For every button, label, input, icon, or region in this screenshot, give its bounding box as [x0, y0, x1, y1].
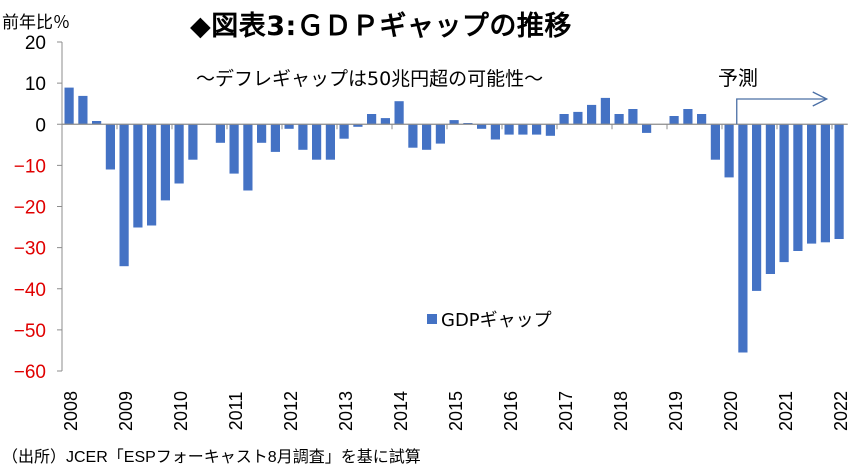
x-tick-label: 2018 — [611, 391, 631, 431]
legend-swatch — [427, 314, 437, 324]
bar-2008Q4 — [105, 124, 115, 170]
y-tick-label: −60 — [14, 362, 46, 383]
bar-2021Q3 — [807, 124, 817, 244]
x-tick-label: 2017 — [556, 391, 576, 431]
x-tick-label: 2019 — [666, 391, 686, 431]
bar-2021Q4 — [820, 124, 830, 243]
bars-group — [64, 87, 844, 353]
bar-2013Q4 — [380, 118, 390, 125]
bar-2020Q1 — [724, 124, 734, 178]
bar-2020Q4 — [765, 124, 775, 274]
bar-2008Q2 — [78, 95, 88, 125]
bar-2011Q3 — [257, 124, 267, 143]
forecast-arrow — [736, 91, 829, 125]
y-tick-label: 0 — [35, 115, 46, 136]
x-tick-label: 2016 — [501, 391, 521, 431]
source-note: （出所）JCER「ESPフォーキャスト8月調査」を基に試算 — [2, 449, 421, 466]
bar-2010Q1 — [174, 124, 184, 184]
bar-2015Q1 — [449, 120, 459, 125]
bar-2013Q3 — [367, 114, 377, 125]
x-tick-label: 2009 — [116, 391, 136, 431]
bar-2020Q3 — [752, 124, 762, 291]
y-ticks-group: 20 10 0 −10 −20 −30 −40 −50 −60 — [14, 33, 62, 383]
bar-2013Q1 — [339, 124, 349, 139]
x-tick-label: 2020 — [721, 391, 741, 431]
x-ticks-group: 2008 2009 2010 2011 2012 2013 2014 2015 2016 2017… — [61, 124, 851, 431]
bar-2008Q3 — [92, 121, 102, 125]
arrow-head-icon — [812, 91, 829, 107]
bar-2011Q1 — [229, 124, 239, 174]
y-tick-label: −50 — [14, 321, 46, 342]
y-tick-label: 20 — [25, 33, 46, 54]
bar-2017Q1 — [559, 114, 569, 125]
bar-2017Q3 — [587, 104, 597, 125]
bar-2015Q4 — [490, 124, 500, 140]
bar-2016Q2 — [518, 124, 528, 135]
bar-2012Q4 — [325, 124, 335, 160]
bar-2016Q1 — [504, 124, 514, 135]
bar-2015Q3 — [477, 124, 487, 129]
chart-title: ◆図表3:ＧＤＰギャップの推移 — [190, 11, 572, 42]
y-tick-label: −30 — [14, 239, 46, 260]
bar-2014Q3 — [422, 124, 432, 150]
bar-2020Q2 — [738, 124, 748, 353]
bar-2018Q3 — [642, 124, 652, 133]
x-tick-label: 2021 — [776, 391, 796, 431]
bar-2012Q1 — [284, 124, 294, 129]
bar-2021Q1 — [779, 124, 789, 263]
x-tick-label: 2008 — [61, 391, 81, 431]
bar-2009Q1 — [119, 124, 129, 267]
x-tick-label: 2015 — [446, 391, 466, 431]
legend-label: GDPギャップ — [441, 310, 552, 331]
bar-2008Q1 — [64, 87, 74, 125]
arrow-line — [736, 98, 827, 125]
bar-2009Q2 — [133, 124, 143, 228]
y-axis-label: 前年比％ — [2, 13, 70, 33]
bar-2013Q2 — [353, 124, 363, 127]
bar-2011Q2 — [243, 124, 253, 191]
bar-2019Q3 — [697, 114, 707, 125]
bar-2017Q2 — [573, 111, 583, 125]
chart-subtitle: ～デフレギャップは50兆円超の可能性～ — [196, 68, 544, 90]
bar-2016Q4 — [545, 124, 555, 136]
bar-2011Q4 — [270, 124, 280, 152]
legend: GDPギャップ — [427, 306, 552, 332]
bar-2019Q2 — [683, 109, 693, 125]
bar-2009Q4 — [160, 124, 170, 201]
x-tick-label: 2010 — [171, 391, 191, 431]
bar-2022Q1 — [834, 124, 844, 239]
bar-2014Q1 — [394, 101, 404, 125]
bar-2018Q2 — [628, 109, 638, 125]
bar-2012Q3 — [312, 124, 322, 160]
x-tick-label: 2012 — [281, 391, 301, 431]
y-tick-label: −10 — [14, 156, 46, 177]
bar-2017Q4 — [600, 97, 610, 125]
bar-2010Q2 — [188, 124, 198, 160]
x-tick-label: 2013 — [336, 391, 356, 431]
forecast-annotation: 予測 — [718, 66, 758, 90]
bar-2016Q3 — [532, 124, 542, 135]
bar-2009Q3 — [147, 124, 157, 226]
y-tick-label: −20 — [14, 198, 46, 219]
x-tick-label: 2011 — [226, 392, 246, 431]
bar-2010Q4 — [215, 124, 225, 143]
y-tick-label: −40 — [14, 280, 46, 301]
bar-2019Q4 — [710, 124, 720, 160]
bar-2021Q2 — [793, 124, 803, 251]
x-tick-label: 2022 — [831, 391, 851, 431]
bar-2019Q1 — [669, 116, 679, 125]
bar-2014Q4 — [435, 124, 445, 144]
bar-2018Q1 — [614, 114, 624, 125]
x-tick-label: 2014 — [391, 391, 411, 431]
bar-2012Q2 — [298, 124, 308, 150]
y-tick-label: 10 — [25, 74, 46, 95]
bar-2014Q2 — [408, 124, 418, 148]
